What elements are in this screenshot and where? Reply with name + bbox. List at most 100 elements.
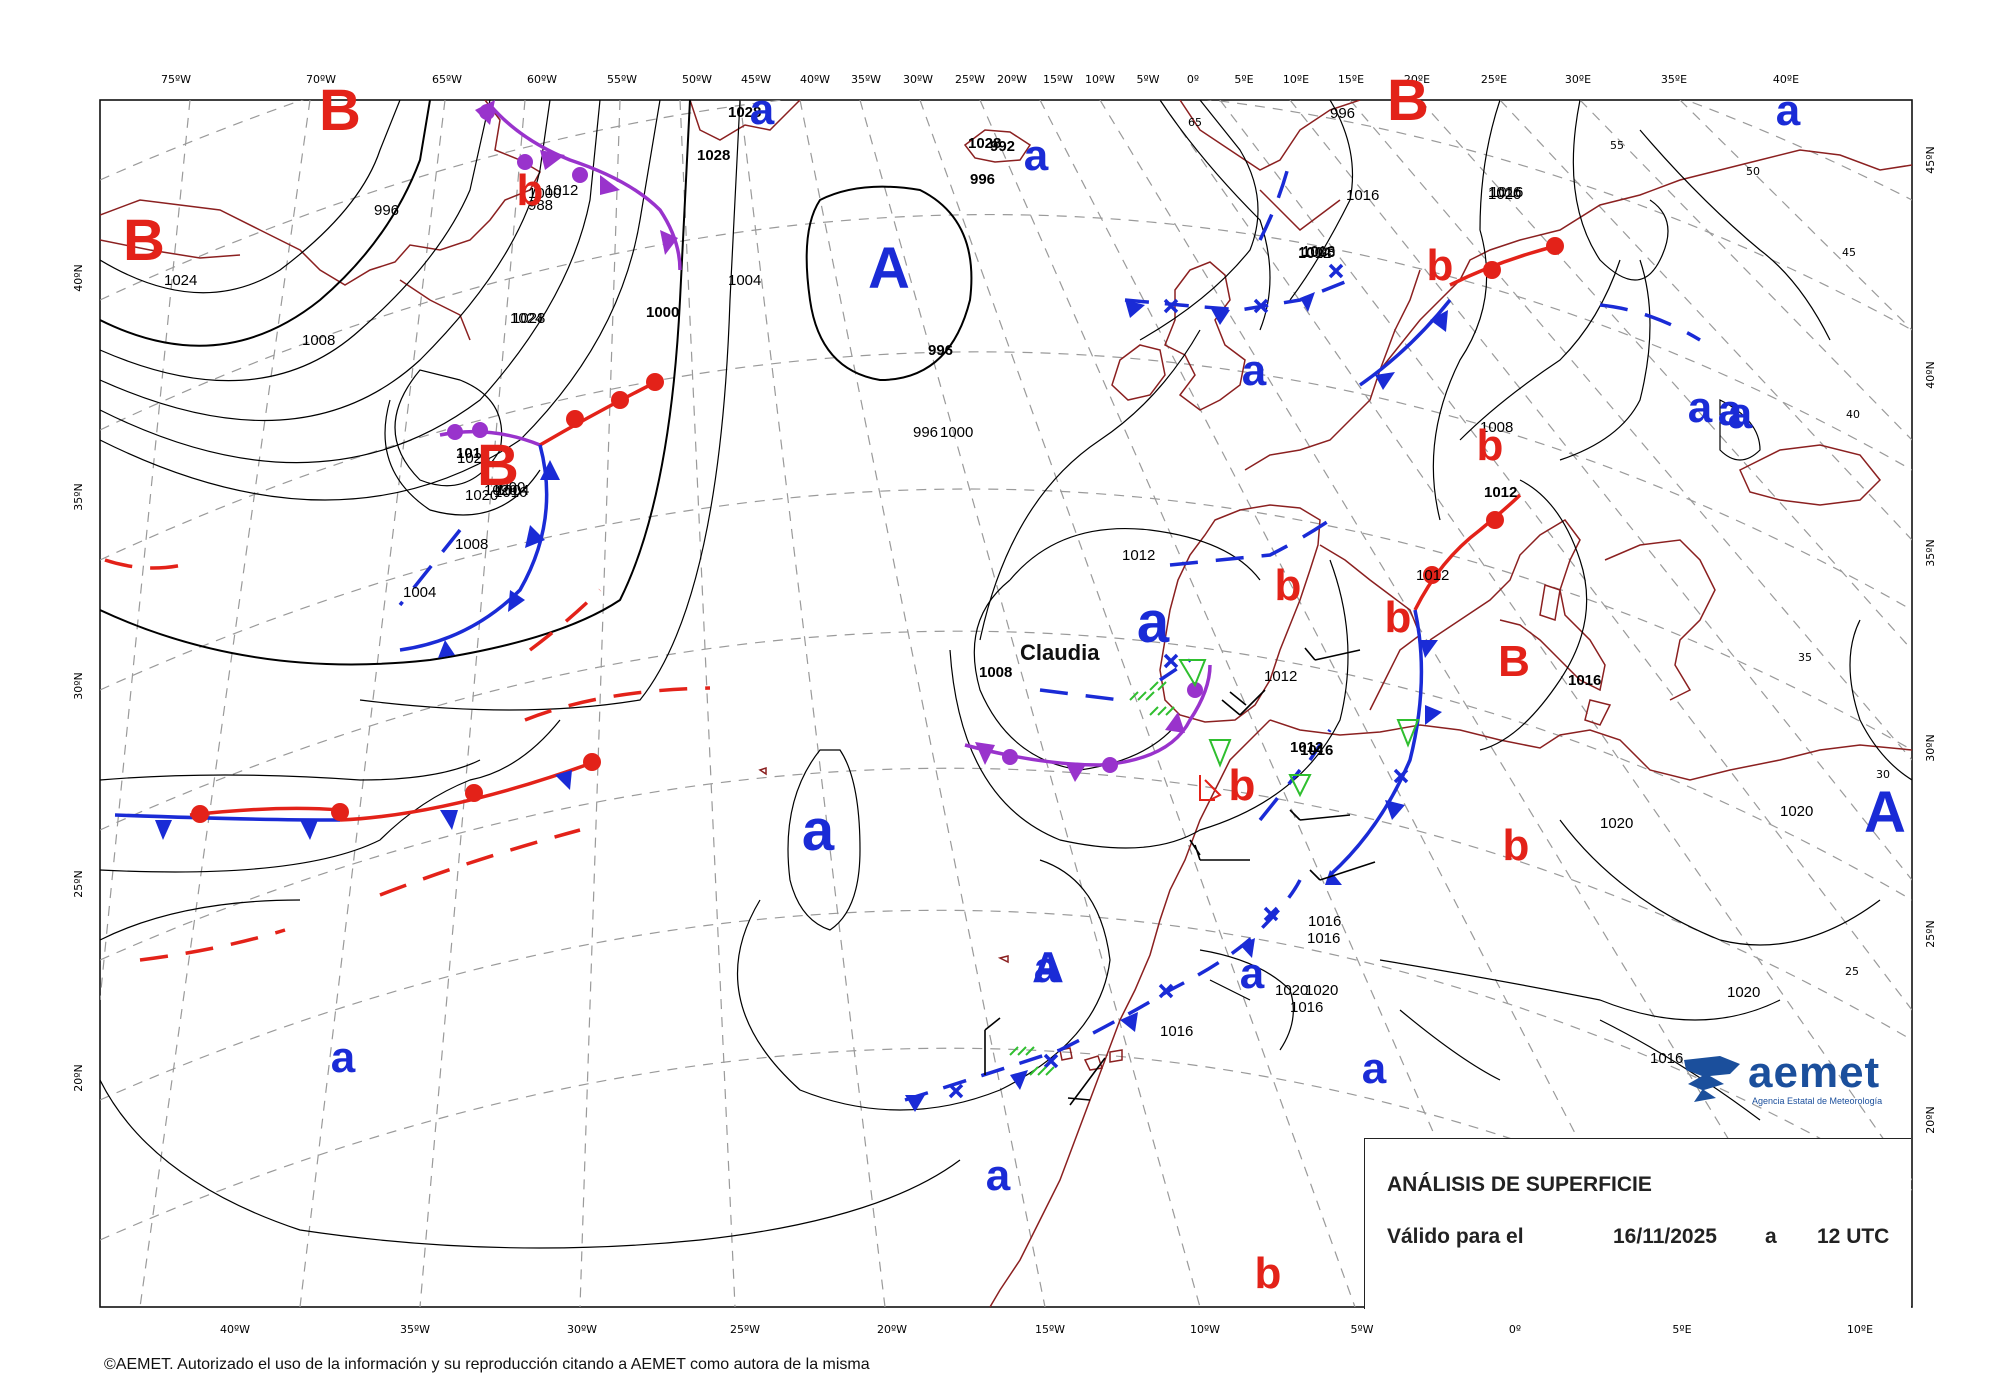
pressure-center-a: a bbox=[1024, 131, 1049, 180]
cold-front-w-dash bbox=[398, 528, 462, 607]
lon-top-label: 60ºW bbox=[527, 73, 557, 86]
map-frame bbox=[99, 99, 1913, 1308]
lon-top-label: 0º bbox=[1187, 73, 1199, 86]
lon-top-label: 65ºW bbox=[432, 73, 462, 86]
lon-top-label: 5ºW bbox=[1136, 73, 1159, 86]
lat-right-label: 35ºN bbox=[1924, 539, 1937, 566]
pressure-center-B: B bbox=[477, 433, 519, 498]
pressure-center-b: b bbox=[1503, 821, 1530, 870]
isobar-label: 1024 bbox=[457, 450, 490, 467]
isobar-label: 1012 bbox=[1416, 567, 1449, 584]
cold-front-atlantic bbox=[114, 813, 341, 822]
info-box: ANÁLISIS DE SUPERFICIE Válido para el 16… bbox=[1364, 1138, 1911, 1309]
copyright-notice: ©AEMET. Autorizado el uso de la informac… bbox=[104, 1356, 870, 1373]
pressure-center-b: b bbox=[1255, 1249, 1282, 1298]
pressure-center-b: b bbox=[1275, 561, 1302, 610]
isobar-label: 1020 bbox=[484, 482, 517, 499]
isobar-label: 1004 bbox=[1298, 244, 1331, 261]
dashed-warm-2 bbox=[528, 588, 602, 652]
pressure-center-a: a bbox=[802, 798, 835, 863]
isobar-label: 1012 bbox=[1264, 668, 1297, 685]
lat-left-label: 20ºN bbox=[72, 1064, 85, 1091]
pressure-center-b: b bbox=[1229, 761, 1256, 810]
isobar-label: 1020 bbox=[1305, 982, 1338, 999]
warm-front-w bbox=[539, 378, 661, 447]
lon-top-label: 35ºE bbox=[1661, 73, 1687, 86]
isobar-label: 1004 bbox=[403, 584, 436, 601]
lat-right-ticks: 45ºN 40ºN 35ºN 30ºN 25ºN 20ºN bbox=[1924, 146, 1937, 1133]
isobar-label: 996 bbox=[970, 171, 995, 188]
pressure-center-a: a bbox=[1728, 389, 1753, 438]
valid-label: Válido para el bbox=[1387, 1225, 1524, 1248]
dashed-warm-1 bbox=[104, 558, 196, 570]
pressure-center-b: b bbox=[1385, 593, 1412, 642]
analysis-title: ANÁLISIS DE SUPERFICIE bbox=[1387, 1173, 1652, 1196]
pressure-center-a: a bbox=[331, 1033, 356, 1082]
lon-bottom-label: 0º bbox=[1509, 1323, 1521, 1336]
isobar-label: 1004 bbox=[728, 272, 761, 289]
dashed-warm-5 bbox=[139, 928, 286, 962]
lon-top-label: 70ºW bbox=[306, 73, 336, 86]
warm-front-med bbox=[1413, 493, 1522, 611]
graticule-value: 65 bbox=[1188, 116, 1202, 129]
isobar-label: 1016 bbox=[1488, 184, 1521, 201]
graticule-value: 50 bbox=[1746, 165, 1760, 178]
graticule-value: 55 bbox=[1610, 139, 1624, 152]
isobar-label: 1008 bbox=[1302, 244, 1335, 261]
lon-top-label: 30ºW bbox=[903, 73, 933, 86]
warm-front-atlantic-b bbox=[189, 806, 341, 817]
isobar-label: 992 bbox=[990, 138, 1015, 155]
isobar-label: 1016 bbox=[1568, 672, 1601, 689]
graticule-value: 40 bbox=[1846, 408, 1860, 421]
isobar-labels: 1028 996102810289929969961000988101210241… bbox=[164, 104, 1813, 1067]
lon-top-label: 20ºW bbox=[997, 73, 1027, 86]
dashed-cold-iberia-2 bbox=[1308, 729, 1332, 761]
graticule-value: 30 bbox=[1876, 768, 1890, 781]
isobar-label: 1008 bbox=[1480, 419, 1513, 436]
isobar-label: 1020 bbox=[1488, 186, 1521, 203]
pressure-center-A: A bbox=[868, 236, 910, 301]
lon-top-label: 25ºE bbox=[1481, 73, 1507, 86]
dashed-cold-claudia bbox=[1039, 688, 1121, 702]
isobar-label: 1016 bbox=[1650, 1050, 1683, 1067]
isobar-label: 1020 bbox=[1727, 984, 1760, 1001]
lon-bottom-label: 15ºW bbox=[1035, 1323, 1065, 1336]
isobar-label: 1012 bbox=[1122, 547, 1155, 564]
isobar-label: 1028 bbox=[968, 135, 1001, 152]
isobar-label: 1024 bbox=[164, 272, 197, 289]
pressure-center-a: a bbox=[1776, 86, 1801, 135]
valid-time: 12 UTC bbox=[1817, 1225, 1890, 1248]
isobar-label: 1028 bbox=[512, 310, 545, 327]
aemet-logo: aemet Agencia Estatal de Meteorología bbox=[1680, 1048, 1910, 1108]
lon-top-label: 45ºW bbox=[741, 73, 771, 86]
lat-right-label: 30ºN bbox=[1924, 734, 1937, 761]
pressure-center-A: A bbox=[1864, 780, 1906, 845]
lon-bottom-label: 40ºW bbox=[220, 1323, 250, 1336]
weather-symbols bbox=[984, 647, 1420, 1106]
cold-front-med bbox=[1328, 609, 1424, 877]
isobar-label: 1008 bbox=[979, 664, 1012, 681]
valid-at-word: a bbox=[1765, 1225, 1777, 1248]
valid-date: 16/11/2025 bbox=[1613, 1225, 1717, 1248]
graticule-values: 65 55 50 45 40 35 30 25 bbox=[1188, 116, 1890, 978]
isobar-label: 1016 bbox=[1346, 187, 1379, 204]
dashed-warm-4 bbox=[379, 828, 581, 897]
dashed-cold-iberia bbox=[1258, 768, 1302, 822]
pressure-center-B: B bbox=[319, 78, 361, 143]
isobar-label: 1020 bbox=[1275, 982, 1308, 999]
pressure-center-a: a bbox=[986, 1151, 1011, 1200]
isobar-label: 1000 bbox=[528, 185, 561, 202]
isobar-label: 1016 bbox=[1307, 930, 1340, 947]
isobar-label: 1012 bbox=[1298, 245, 1331, 262]
pressure-center-a: a bbox=[1362, 1044, 1387, 1093]
isobar-label: 1016 bbox=[1490, 184, 1523, 201]
cold-front-europe bbox=[1358, 298, 1452, 387]
lon-top-label: 20ºE bbox=[1404, 73, 1430, 86]
isobar-label: 1000 bbox=[646, 304, 679, 321]
pressure-center-a: a bbox=[1240, 949, 1265, 998]
lon-top-label: 25ºW bbox=[955, 73, 985, 86]
lon-bottom-label: 10ºE bbox=[1847, 1323, 1873, 1336]
lon-top-label: 15ºW bbox=[1043, 73, 1073, 86]
fronts bbox=[104, 103, 1701, 1102]
isobar-label: 988 bbox=[528, 197, 553, 214]
